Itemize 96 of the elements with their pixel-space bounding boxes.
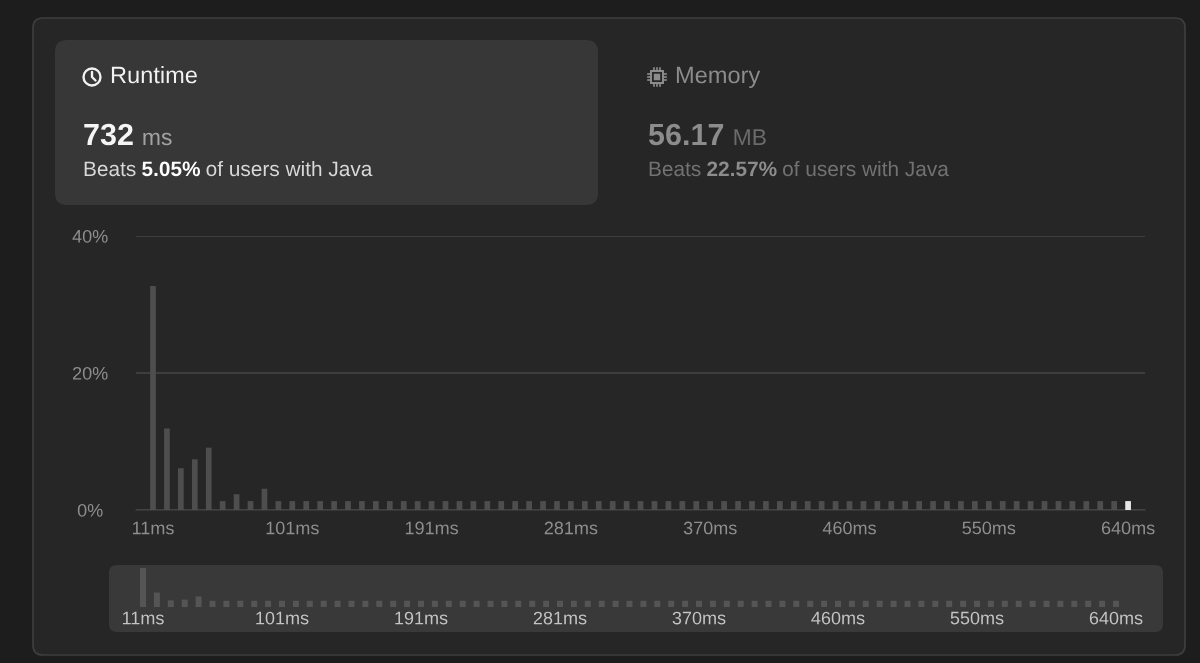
bar: [167, 600, 174, 607]
bar: [404, 600, 411, 607]
x-tick-label: 370ms: [683, 521, 737, 535]
text: 5.05%: [142, 161, 201, 177]
x-tick-label: 281ms: [544, 521, 598, 535]
bar: [557, 600, 563, 607]
bar: [529, 600, 536, 607]
bar: [251, 600, 258, 607]
bar: [1057, 600, 1064, 607]
bar: [265, 600, 272, 607]
bar: [1113, 600, 1119, 607]
bar: [709, 600, 716, 607]
bar: [946, 600, 953, 607]
text: Beats: [649, 161, 701, 177]
bar: [1029, 600, 1036, 607]
bar: [181, 599, 188, 607]
text: Beats: [84, 161, 136, 177]
bar: [334, 600, 341, 607]
bar: [515, 600, 522, 607]
bar: [682, 600, 689, 607]
bar: [598, 600, 605, 607]
bar: [918, 600, 925, 607]
bar: [807, 600, 814, 607]
bar: [153, 592, 160, 607]
bar: [960, 600, 967, 607]
bar: [473, 600, 480, 607]
bar: [223, 600, 230, 607]
bar: [876, 600, 883, 607]
bar: [140, 568, 146, 607]
bar: [584, 600, 591, 607]
bar: [974, 600, 980, 607]
bar: [779, 600, 786, 607]
bar: [376, 600, 383, 607]
bar: [793, 600, 800, 607]
bar: [737, 600, 744, 607]
bar: [723, 600, 730, 607]
bar: [862, 600, 869, 607]
bar: [390, 600, 397, 607]
x-tick-label: 191ms: [405, 521, 459, 535]
bar: [418, 600, 424, 607]
text: 56.17: [648, 123, 724, 146]
bar: [668, 600, 675, 607]
bar: [932, 600, 939, 607]
bar: [640, 600, 647, 607]
text: 22.57%: [707, 161, 777, 177]
bar: [501, 600, 508, 607]
bar: [306, 600, 313, 607]
bar: [612, 600, 619, 607]
bar: [1125, 501, 1131, 510]
text: MB: [734, 129, 766, 145]
x-tick-label: 11ms: [132, 521, 174, 535]
bar: [696, 600, 702, 607]
x-tick-label: 550ms: [950, 611, 1004, 625]
text: of users with Java: [783, 160, 949, 177]
bar: [362, 600, 369, 607]
bar: [292, 600, 299, 607]
bar: [1071, 600, 1078, 607]
y-tick-label: 0%: [77, 503, 103, 517]
bar: [459, 600, 466, 607]
bar: [320, 600, 327, 607]
bar: [890, 600, 897, 607]
bar: [835, 600, 841, 607]
bar: [431, 600, 438, 607]
bar: [445, 600, 452, 607]
x-tick-label: 460ms: [811, 611, 865, 625]
bar: [570, 600, 577, 607]
text: of users with Java: [206, 160, 373, 177]
x-tick-label: 101ms: [266, 521, 319, 535]
bar: [654, 600, 661, 607]
text: Runtime: [111, 66, 197, 84]
bar: [195, 596, 202, 607]
bar: [848, 600, 855, 607]
text: ms: [143, 132, 172, 146]
bar: [1015, 600, 1022, 607]
text: Memory: [676, 66, 761, 89]
bar: [751, 600, 758, 607]
x-tick-label: 11ms: [122, 611, 164, 625]
bar: [821, 600, 828, 607]
x-tick-label: 101ms: [256, 611, 309, 625]
bar: [1001, 600, 1008, 607]
bar: [279, 600, 285, 607]
x-tick-label: 640ms: [1101, 521, 1155, 535]
y-tick-label: 40%: [72, 229, 108, 243]
y-tick-label: 20%: [73, 366, 108, 380]
bar: [1085, 600, 1092, 607]
x-tick-label: 640ms: [1089, 611, 1143, 625]
x-tick-label: 460ms: [822, 521, 876, 535]
bar: [237, 600, 244, 607]
x-tick-label: 191ms: [395, 611, 448, 625]
bar: [987, 600, 994, 607]
x-tick-label: 550ms: [962, 521, 1016, 535]
x-tick-label: 370ms: [672, 611, 726, 625]
x-tick-label: 281ms: [533, 611, 587, 625]
bar: [1099, 600, 1106, 607]
bar: [543, 600, 550, 607]
text: 732: [84, 123, 133, 146]
